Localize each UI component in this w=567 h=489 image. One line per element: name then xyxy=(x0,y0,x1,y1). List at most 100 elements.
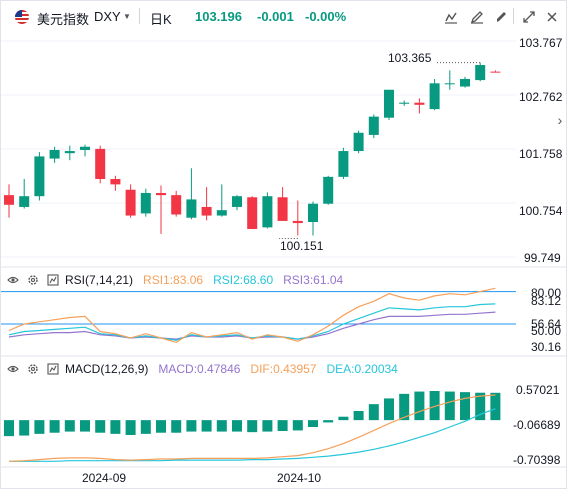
dif-value: DIF:0.43957 xyxy=(250,362,317,376)
candle-body xyxy=(368,116,379,135)
macd-histogram-bar xyxy=(64,420,75,432)
macd-tick-label: 0.57021 xyxy=(516,383,560,397)
macd-histogram-bar xyxy=(429,391,440,421)
price-tick-label: 101.758 xyxy=(519,147,563,161)
interval-selector[interactable]: 日K xyxy=(150,12,172,27)
macd-tick-label: -0.70398 xyxy=(513,453,561,467)
macd-histogram-bar xyxy=(368,404,379,421)
candle-body xyxy=(414,102,425,105)
rsi2-line xyxy=(8,303,496,341)
price-tick-label: 100.754 xyxy=(519,204,563,218)
candle-body xyxy=(125,189,136,216)
price-change-percent: -0.00% xyxy=(305,9,347,24)
rsi2-value: RSI2:68.60 xyxy=(213,273,274,287)
candle-body xyxy=(384,89,394,118)
price-tick-label: 103.767 xyxy=(519,36,563,50)
candle-body xyxy=(4,195,14,205)
macd-histogram-bar xyxy=(186,420,197,432)
indicator-info-icon[interactable] xyxy=(45,361,61,377)
candle-body xyxy=(292,220,303,224)
macd-histogram-bar xyxy=(110,420,121,434)
macd-histogram-bar xyxy=(80,420,90,432)
macd-histogram-bar xyxy=(292,420,303,431)
macd-histogram-bar xyxy=(490,392,501,421)
settings-icon[interactable] xyxy=(25,361,41,377)
bar-style-icon[interactable] xyxy=(441,7,461,27)
candle-body xyxy=(140,192,151,214)
macd-histogram-bar xyxy=(140,420,151,434)
candle-body xyxy=(95,148,106,179)
chevron-down-icon[interactable]: ▼ xyxy=(123,12,131,21)
settings-icon[interactable] xyxy=(25,272,41,288)
macd-histogram-bar xyxy=(49,420,60,433)
candle-body xyxy=(34,156,45,197)
candle-body xyxy=(399,102,410,104)
macd-histogram-bar xyxy=(4,420,14,437)
time-axis-label: 2024-10 xyxy=(277,471,321,485)
indicator-info-icon[interactable] xyxy=(45,272,61,288)
macd-histogram-bar xyxy=(216,420,227,432)
macd-histogram-bar xyxy=(308,420,318,427)
macd-histogram-bar xyxy=(19,420,30,436)
macd-histogram-bar xyxy=(460,392,470,421)
high-annotation: 103.365 xyxy=(388,51,432,65)
candle-body xyxy=(490,71,501,73)
macd-histogram-bar xyxy=(262,420,273,432)
macd-histogram-bar xyxy=(399,393,410,421)
close-icon[interactable] xyxy=(542,7,562,27)
macd-histogram-bar xyxy=(475,392,486,421)
rsi3-value: RSI3:61.04 xyxy=(283,273,344,287)
macd-label: MACD(12,26,9) xyxy=(65,362,149,376)
candle-body xyxy=(171,195,182,215)
drawing-icon[interactable] xyxy=(491,7,511,27)
macd-value: MACD:0.47846 xyxy=(158,362,241,376)
macd-histogram-bar xyxy=(384,398,394,421)
last-price: 103.196 xyxy=(195,9,242,24)
macd-histogram-bar xyxy=(338,416,349,421)
macd-histogram-bar xyxy=(125,420,136,435)
dea-line xyxy=(9,408,496,462)
symbol-code[interactable]: DXY xyxy=(94,9,121,24)
rsi-pane xyxy=(1,287,516,344)
candle-body xyxy=(201,206,212,216)
time-axis-label: 2024-09 xyxy=(82,471,126,485)
eye-icon[interactable] xyxy=(5,361,21,377)
candle-body xyxy=(247,197,258,229)
candle-body xyxy=(308,203,318,223)
candle-body xyxy=(429,83,440,110)
candle-body xyxy=(216,210,227,216)
chevron-right-icon[interactable]: › xyxy=(557,112,563,128)
macd-tick-label: -0.06689 xyxy=(513,418,561,432)
candle-body xyxy=(475,65,486,81)
fullscreen-icon[interactable] xyxy=(519,7,539,27)
candle-body xyxy=(232,196,242,207)
symbol-name[interactable]: 美元指数 xyxy=(37,12,90,27)
macd-histogram-bar xyxy=(444,391,455,421)
eye-icon[interactable] xyxy=(5,272,21,288)
candle-body xyxy=(49,149,60,159)
macd-histogram-bar xyxy=(323,420,334,423)
candle-body xyxy=(460,79,470,87)
candle-body xyxy=(277,197,288,221)
low-annotation: 100.151 xyxy=(280,239,324,253)
macd-histogram-bar xyxy=(247,420,258,433)
us-flag-icon xyxy=(15,10,29,24)
macd-histogram-bar xyxy=(277,420,288,431)
macd-legend: MACD(12,26,9) MACD:0.47846 DIF:0.43957 D… xyxy=(5,361,398,377)
candle-body xyxy=(323,176,334,204)
indicator-edit-icon[interactable] xyxy=(467,7,487,27)
rsi-label: RSI(7,14,21) xyxy=(65,273,134,287)
price-change: -0.001 xyxy=(257,9,294,24)
rsi-tick-label: 56.64 xyxy=(531,317,561,331)
candle-body xyxy=(444,83,455,85)
macd-histogram-bar xyxy=(232,420,242,432)
macd-histogram-bar xyxy=(34,420,45,434)
candle-body xyxy=(80,146,90,150)
rsi1-value: RSI1:83.06 xyxy=(143,273,204,287)
macd-histogram-bar xyxy=(156,420,166,433)
candle-body xyxy=(156,192,166,196)
rsi-tick-label: 80.00 xyxy=(531,286,561,300)
divider xyxy=(513,8,514,24)
